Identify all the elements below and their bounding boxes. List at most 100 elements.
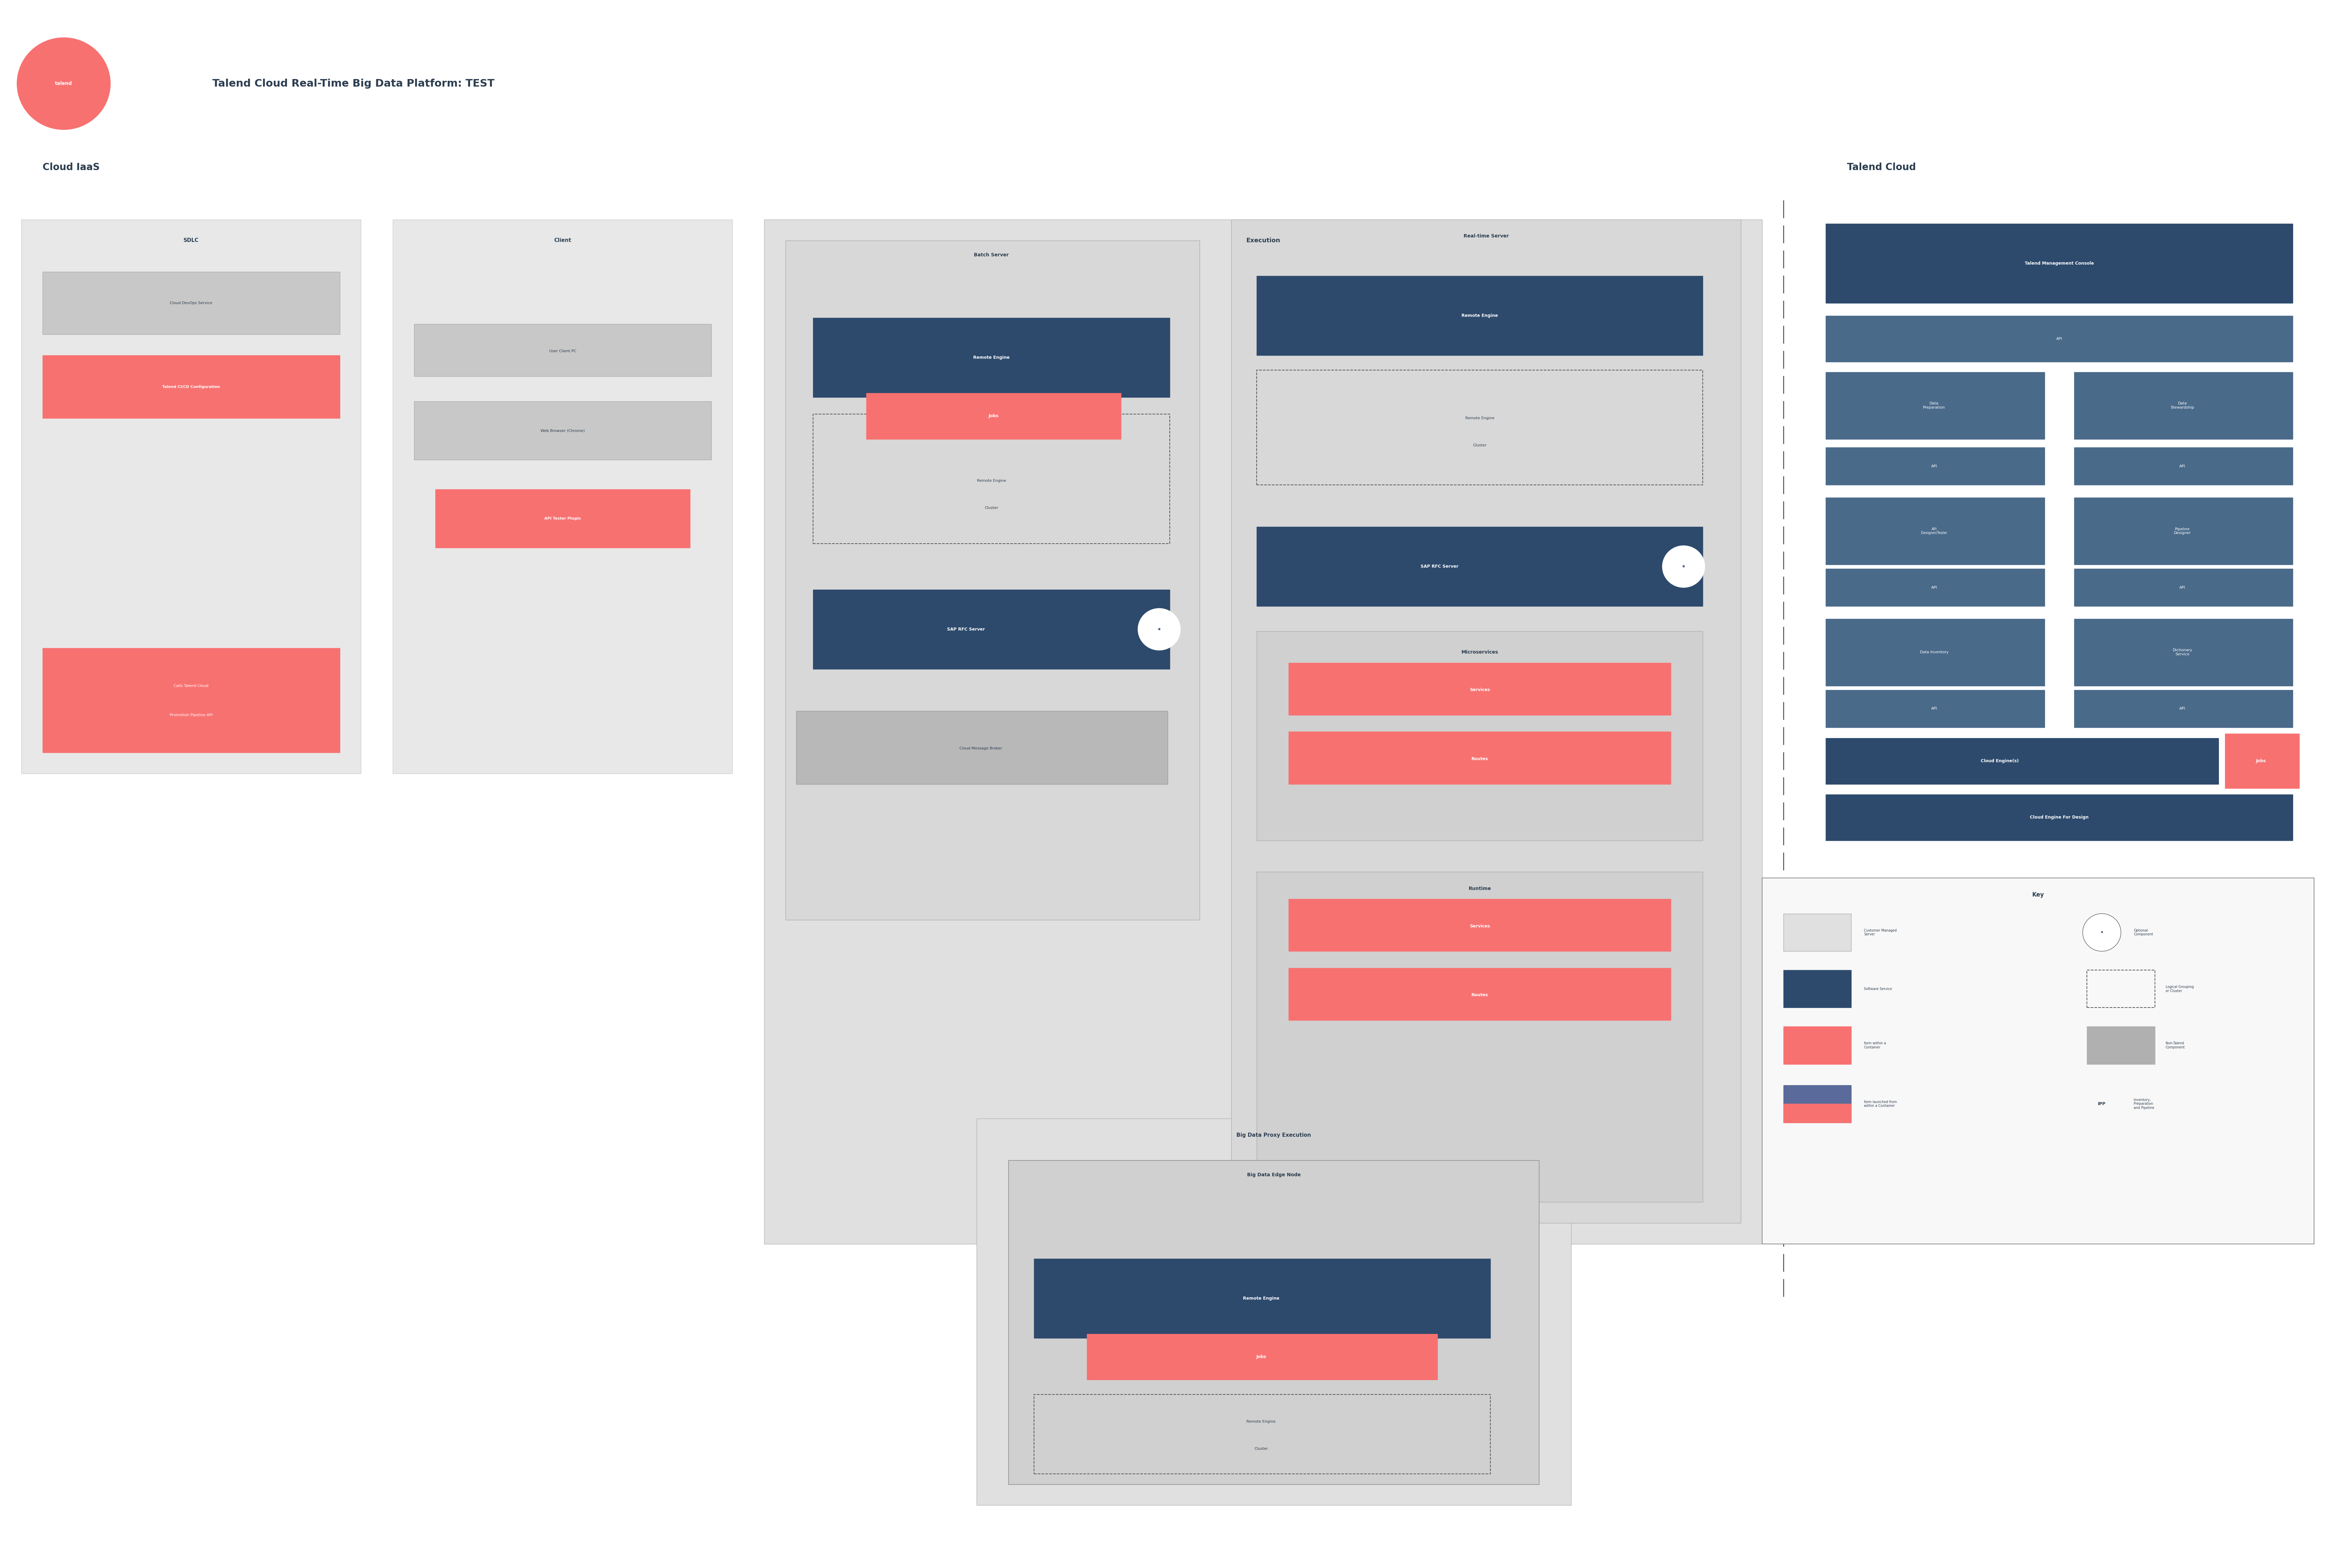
FancyBboxPatch shape — [785, 240, 1200, 920]
Text: Remote Engine: Remote Engine — [1464, 417, 1494, 420]
Text: Remote Engine: Remote Engine — [1247, 1421, 1275, 1424]
FancyBboxPatch shape — [976, 1118, 1571, 1505]
Circle shape — [1663, 546, 1705, 588]
Text: Promotion Pipeline API: Promotion Pipeline API — [170, 713, 212, 717]
Text: SAP RFC Server: SAP RFC Server — [1420, 564, 1457, 569]
Text: Services: Services — [1469, 924, 1490, 928]
FancyBboxPatch shape — [1289, 732, 1670, 784]
Text: Talend Management Console: Talend Management Console — [2024, 262, 2094, 265]
Text: Batch Server: Batch Server — [974, 252, 1009, 257]
FancyBboxPatch shape — [21, 220, 362, 773]
FancyBboxPatch shape — [1826, 690, 2043, 728]
Text: Jobs: Jobs — [988, 414, 999, 419]
FancyBboxPatch shape — [2073, 447, 2293, 485]
Text: Cluster: Cluster — [1473, 444, 1487, 447]
FancyBboxPatch shape — [2073, 690, 2293, 728]
Text: talend: talend — [56, 82, 72, 86]
Text: API: API — [1931, 464, 1936, 467]
FancyBboxPatch shape — [392, 220, 733, 773]
FancyBboxPatch shape — [42, 271, 339, 334]
Text: API
Designer/Tester: API Designer/Tester — [1922, 527, 1947, 535]
Text: Software Service: Software Service — [1863, 988, 1891, 991]
Text: Services: Services — [1469, 688, 1490, 691]
FancyBboxPatch shape — [42, 356, 339, 419]
Text: SAP RFC Server: SAP RFC Server — [948, 627, 985, 632]
FancyBboxPatch shape — [1826, 497, 2043, 564]
Text: Cluster: Cluster — [985, 506, 997, 510]
FancyBboxPatch shape — [413, 401, 712, 459]
FancyBboxPatch shape — [2073, 497, 2293, 564]
Text: API: API — [2057, 337, 2062, 340]
Text: SDLC: SDLC — [184, 238, 198, 243]
FancyBboxPatch shape — [1826, 372, 2043, 439]
FancyBboxPatch shape — [1289, 898, 1670, 952]
Text: Optional
Component: Optional Component — [2134, 928, 2153, 936]
Text: API: API — [1931, 586, 1936, 590]
FancyBboxPatch shape — [2087, 1027, 2155, 1065]
FancyBboxPatch shape — [1009, 1160, 1539, 1485]
Circle shape — [16, 38, 110, 130]
Text: Execution: Execution — [1247, 237, 1280, 243]
FancyBboxPatch shape — [434, 489, 689, 547]
Text: Remote Engine: Remote Engine — [974, 356, 1009, 359]
FancyBboxPatch shape — [796, 710, 1168, 784]
Text: Jobs: Jobs — [2256, 759, 2265, 764]
Text: Cloud Engine(s): Cloud Engine(s) — [1980, 759, 2020, 764]
Text: Item within a
Container: Item within a Container — [1863, 1041, 1887, 1049]
FancyBboxPatch shape — [1784, 1027, 1852, 1065]
FancyBboxPatch shape — [1289, 663, 1670, 715]
FancyBboxPatch shape — [413, 325, 712, 376]
FancyBboxPatch shape — [42, 648, 339, 753]
FancyBboxPatch shape — [1826, 795, 2293, 840]
FancyBboxPatch shape — [1784, 914, 1852, 952]
FancyBboxPatch shape — [1256, 527, 1702, 607]
FancyBboxPatch shape — [1826, 447, 2043, 485]
Text: Big Data Proxy Execution: Big Data Proxy Execution — [1235, 1132, 1310, 1138]
Text: Data
Preparation: Data Preparation — [1922, 401, 1945, 409]
Text: Customer Managed
Server: Customer Managed Server — [1863, 928, 1896, 936]
FancyBboxPatch shape — [1826, 315, 2293, 362]
FancyBboxPatch shape — [1826, 739, 2218, 784]
FancyBboxPatch shape — [1784, 1104, 1852, 1123]
Text: Microservices: Microservices — [1462, 649, 1499, 655]
Text: Talend CI/CD Configuration: Talend CI/CD Configuration — [161, 386, 219, 389]
Text: Talend Cloud: Talend Cloud — [1847, 163, 1915, 172]
Text: ★: ★ — [2099, 931, 2104, 935]
Text: Client: Client — [553, 238, 572, 243]
Text: Remote Engine: Remote Engine — [1242, 1297, 1280, 1300]
FancyBboxPatch shape — [1826, 569, 2043, 607]
FancyBboxPatch shape — [764, 220, 1763, 1243]
Text: Remote Engine: Remote Engine — [976, 480, 1006, 483]
Text: Cluster: Cluster — [1254, 1447, 1268, 1450]
FancyBboxPatch shape — [1289, 967, 1670, 1021]
Text: Logical Grouping
or Cluster: Logical Grouping or Cluster — [2165, 985, 2193, 993]
Text: Data
Stewardship: Data Stewardship — [2169, 401, 2195, 409]
Text: Talend Cloud Real-Time Big Data Platform: TEST: Talend Cloud Real-Time Big Data Platform… — [212, 78, 495, 89]
Text: Routes: Routes — [1471, 757, 1487, 760]
Text: ★: ★ — [1681, 564, 1686, 569]
Text: API: API — [2179, 586, 2186, 590]
Text: Item launched from
within a Container: Item launched from within a Container — [1863, 1101, 1896, 1107]
Text: Real-time Server: Real-time Server — [1464, 234, 1508, 238]
Text: API: API — [1931, 707, 1936, 710]
FancyBboxPatch shape — [1256, 632, 1702, 840]
Text: Key: Key — [2031, 892, 2043, 898]
Text: Dictionary
Service: Dictionary Service — [2172, 649, 2193, 655]
Text: API: API — [2179, 464, 2186, 467]
FancyBboxPatch shape — [813, 318, 1170, 397]
Text: Calls Talend Cloud: Calls Talend Cloud — [173, 684, 208, 687]
FancyBboxPatch shape — [1784, 971, 1852, 1008]
FancyBboxPatch shape — [2225, 734, 2300, 789]
FancyBboxPatch shape — [1763, 878, 2314, 1243]
Text: Inventory,
Preparation
and Pipeline: Inventory, Preparation and Pipeline — [2134, 1098, 2153, 1110]
FancyBboxPatch shape — [1784, 1085, 1852, 1123]
Text: Non-Talend
Component: Non-Talend Component — [2165, 1041, 2186, 1049]
Text: IPP: IPP — [2097, 1102, 2106, 1105]
Text: ★: ★ — [1158, 627, 1160, 632]
Text: Cloud Message Broker: Cloud Message Broker — [960, 746, 1002, 750]
FancyBboxPatch shape — [1086, 1334, 1436, 1380]
Text: Cloud DevOps Service: Cloud DevOps Service — [170, 301, 212, 304]
Text: Data Inventory: Data Inventory — [1919, 651, 1947, 654]
Circle shape — [1137, 608, 1179, 651]
FancyBboxPatch shape — [813, 590, 1170, 670]
